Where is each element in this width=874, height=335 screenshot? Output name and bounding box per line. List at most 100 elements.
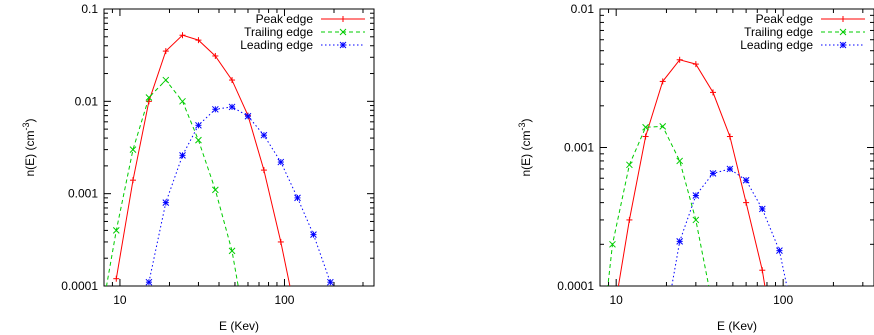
- data-point: [112, 227, 120, 234]
- legend-item: Leading edge: [240, 38, 365, 52]
- data-point: [212, 52, 219, 59]
- data-point: [692, 61, 699, 68]
- data-point: [195, 136, 202, 144]
- data-point: [145, 94, 153, 101]
- series-line-leading-edge: [671, 168, 788, 286]
- data-point: [295, 320, 301, 326]
- data-point: [277, 158, 285, 166]
- data-point: [211, 105, 219, 113]
- data-point: [228, 103, 236, 111]
- y-tick-label: 0.001: [68, 187, 98, 201]
- series-line-trailing-edge: [607, 125, 710, 286]
- data-point: [179, 32, 186, 39]
- legend-marker: [839, 41, 847, 49]
- data-point: [709, 89, 716, 96]
- x-tick-label: 100: [274, 293, 294, 307]
- y-tick-label: 0.0001: [61, 279, 98, 293]
- plot-frame: [599, 8, 874, 287]
- data-point: [179, 97, 186, 105]
- data-point: [162, 199, 170, 206]
- series-line-trailing-edge: [106, 79, 239, 286]
- series-line-peak-edge: [115, 34, 291, 286]
- x-axis-label: E (Kev): [717, 319, 757, 333]
- legend-label: Peak edge: [256, 12, 314, 26]
- data-point: [726, 165, 734, 173]
- data-point: [609, 240, 616, 248]
- data-point: [601, 314, 607, 320]
- data-point: [294, 194, 301, 202]
- data-point: [244, 112, 252, 120]
- data-point: [676, 56, 683, 63]
- data-point: [145, 98, 152, 105]
- data-point: [790, 314, 796, 320]
- legend-item: Leading edge: [740, 38, 865, 52]
- legend-item: Peak edge: [256, 12, 365, 26]
- series-line-leading-edge: [148, 106, 331, 283]
- data-point: [759, 267, 766, 274]
- series-group: [601, 56, 796, 320]
- data-point: [709, 170, 717, 177]
- data-point: [129, 177, 136, 184]
- legend-marker: [840, 16, 846, 22]
- series-group: [106, 32, 334, 326]
- x-tick-label: 100: [773, 293, 793, 307]
- y-tick-label: 0.0001: [557, 279, 594, 293]
- y-axis: 0.0001 0.001 0.01 0.1: [61, 2, 374, 293]
- legend-marker: [339, 28, 347, 36]
- legend-label: Trailing edge: [744, 25, 813, 39]
- data-point: [659, 78, 666, 85]
- data-point: [642, 133, 649, 140]
- data-point: [764, 296, 770, 302]
- chart-1: 0.0001 0.001 0.01 0.1 10 100 E (Kev) n(E) (cm-3…: [21, 2, 375, 333]
- legend-label: Leading edge: [740, 38, 813, 52]
- data-point: [113, 275, 120, 282]
- legend-item: Trailing edge: [744, 25, 865, 39]
- legend-marker: [339, 41, 347, 49]
- y-tick-label: 0.01: [75, 94, 99, 108]
- data-point: [676, 157, 684, 165]
- data-point: [710, 304, 716, 310]
- data-point: [162, 76, 170, 84]
- data-point: [239, 303, 245, 309]
- data-point: [310, 231, 317, 238]
- y-tick-label: 0.1: [81, 2, 98, 16]
- x-axis: 10 100: [599, 9, 864, 307]
- y-axis-label: n(E) (cm-3): [21, 118, 37, 176]
- y-axis-label: n(E) (cm-3): [517, 118, 533, 176]
- legend-label: Peak edge: [756, 12, 814, 26]
- chart-2: 0.0001 0.001 0.01 10 100 E (Kev) n(E) (cm-3) Pe…: [517, 2, 874, 333]
- data-point: [676, 238, 684, 245]
- legend-marker: [340, 16, 346, 22]
- x-axis: 10 100: [103, 9, 364, 307]
- data-point: [659, 123, 667, 130]
- data-point: [326, 278, 334, 286]
- x-tick-label: 10: [610, 293, 624, 307]
- data-point: [776, 247, 783, 254]
- data-point: [626, 216, 633, 223]
- data-point: [642, 123, 649, 131]
- data-point: [726, 133, 733, 140]
- data-point: [162, 48, 169, 55]
- data-point: [260, 167, 267, 174]
- data-point: [179, 151, 186, 159]
- y-axis: 0.0001 0.001 0.01: [557, 2, 874, 293]
- data-point: [692, 216, 700, 224]
- x-tick-label: 10: [113, 293, 127, 307]
- data-point: [743, 199, 750, 206]
- y-tick-label: 0.001: [564, 141, 594, 155]
- data-point: [145, 278, 153, 286]
- data-point: [228, 247, 236, 255]
- data-point: [758, 205, 766, 213]
- legend-label: Leading edge: [240, 38, 313, 52]
- data-point: [129, 146, 137, 153]
- data-point: [260, 131, 268, 139]
- data-point: [211, 186, 219, 194]
- data-point: [277, 238, 284, 245]
- legend-marker: [839, 28, 847, 36]
- y-tick-label: 0.01: [571, 2, 595, 16]
- data-point: [229, 77, 236, 84]
- data-point: [663, 314, 669, 320]
- plot-frame: [103, 8, 375, 287]
